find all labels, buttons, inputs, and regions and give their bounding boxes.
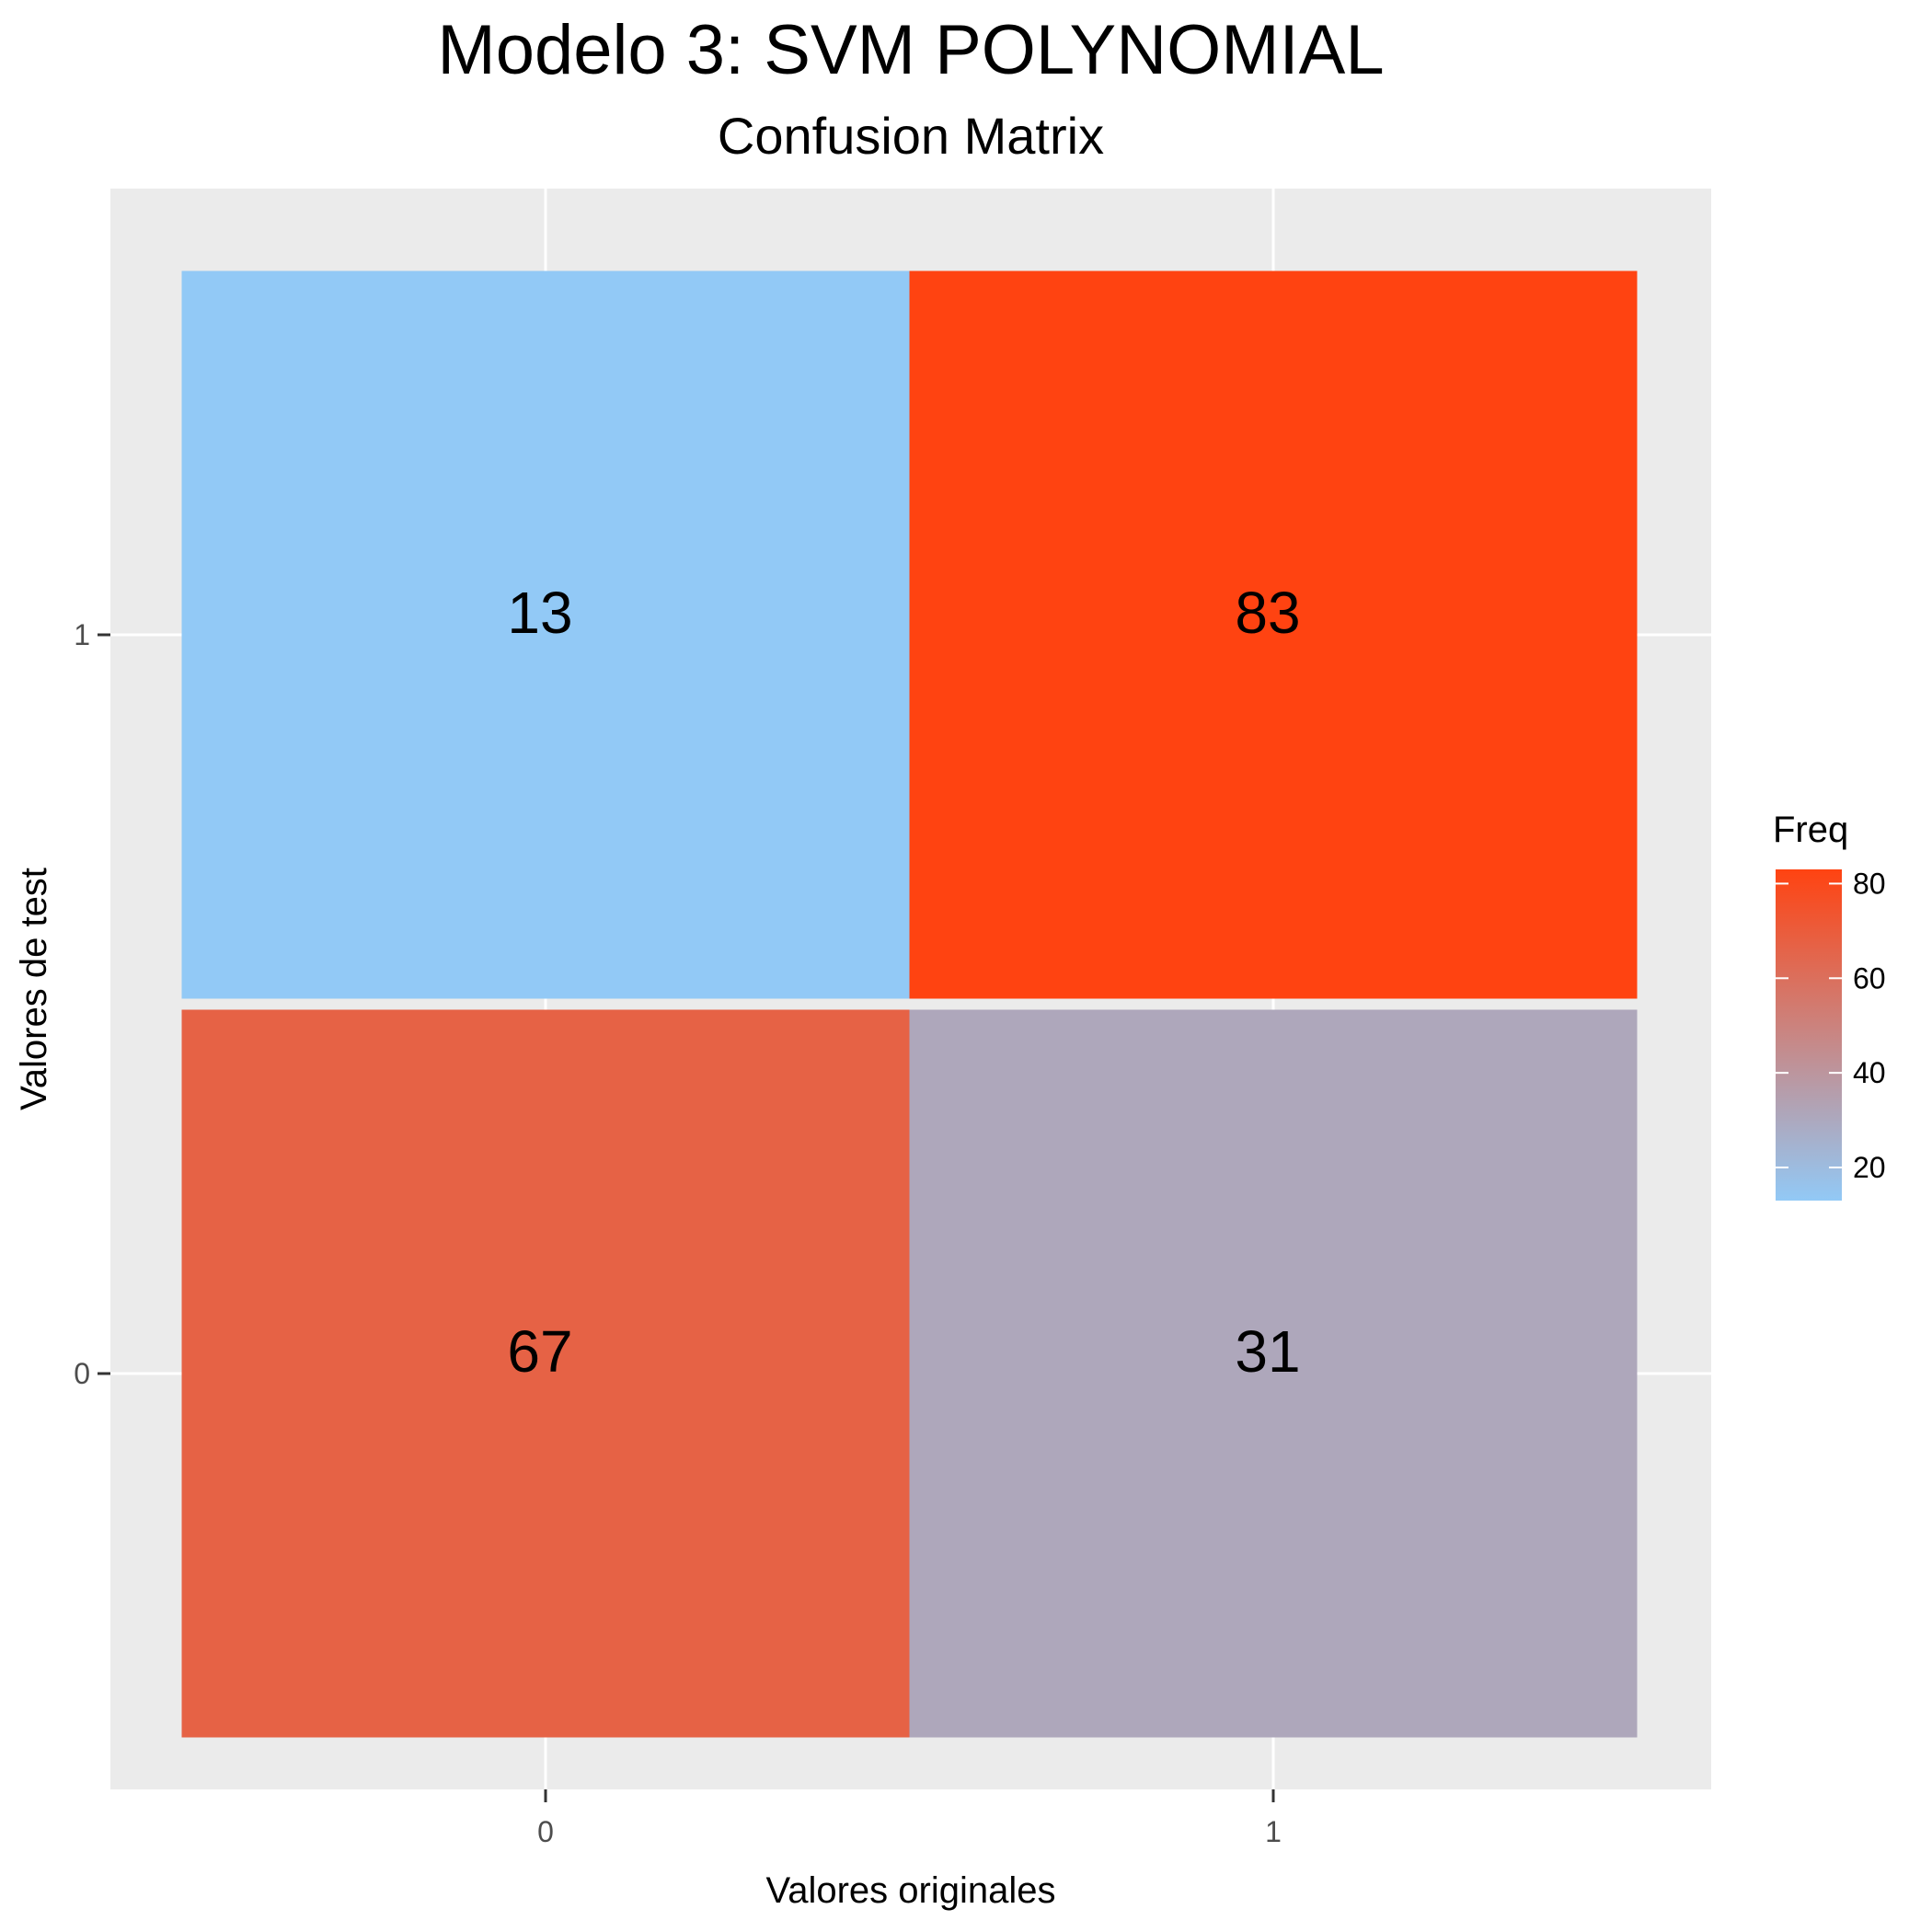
heatmap-cell-0-0 xyxy=(181,1009,910,1738)
chart-title: Modelo 3: SVM POLYNOMIAL xyxy=(437,11,1384,89)
cell-label-1-0: 31 xyxy=(1235,1318,1300,1385)
cell-labels: 13 83 67 31 xyxy=(507,580,1300,1385)
legend-tick-label-20: 20 xyxy=(1853,1151,1886,1184)
heatmap-cells xyxy=(181,270,1638,1738)
heatmap-cell-1-1 xyxy=(909,270,1638,999)
cell-label-0-1: 13 xyxy=(507,580,572,646)
legend-tick-label-80: 80 xyxy=(1853,867,1886,900)
cell-label-1-1: 83 xyxy=(1235,580,1300,646)
legend-colorbar xyxy=(1776,869,1842,1201)
chart-subtitle: Confusion Matrix xyxy=(718,107,1104,165)
heatmap-cell-1-0 xyxy=(909,1009,1638,1738)
legend-title: Freq xyxy=(1773,810,1848,850)
x-tick-label-0: 0 xyxy=(537,1815,554,1848)
cell-label-0-0: 67 xyxy=(507,1318,572,1385)
x-tick-label-1: 1 xyxy=(1265,1815,1282,1848)
x-axis-title: Valores originales xyxy=(766,1870,1056,1911)
heatmap-cell-0-1 xyxy=(181,270,910,999)
color-legend: Freq 20 40 60 80 xyxy=(1773,810,1886,1201)
y-axis-title: Valores de test xyxy=(14,868,54,1110)
y-tick-label-0: 0 xyxy=(74,1357,90,1390)
legend-tick-label-40: 40 xyxy=(1853,1056,1886,1089)
legend-tick-label-60: 60 xyxy=(1853,961,1886,995)
y-tick-label-1: 1 xyxy=(74,618,90,651)
y-axis: 01 xyxy=(74,618,110,1390)
legend-ticks: 20 40 60 80 xyxy=(1776,867,1886,1184)
